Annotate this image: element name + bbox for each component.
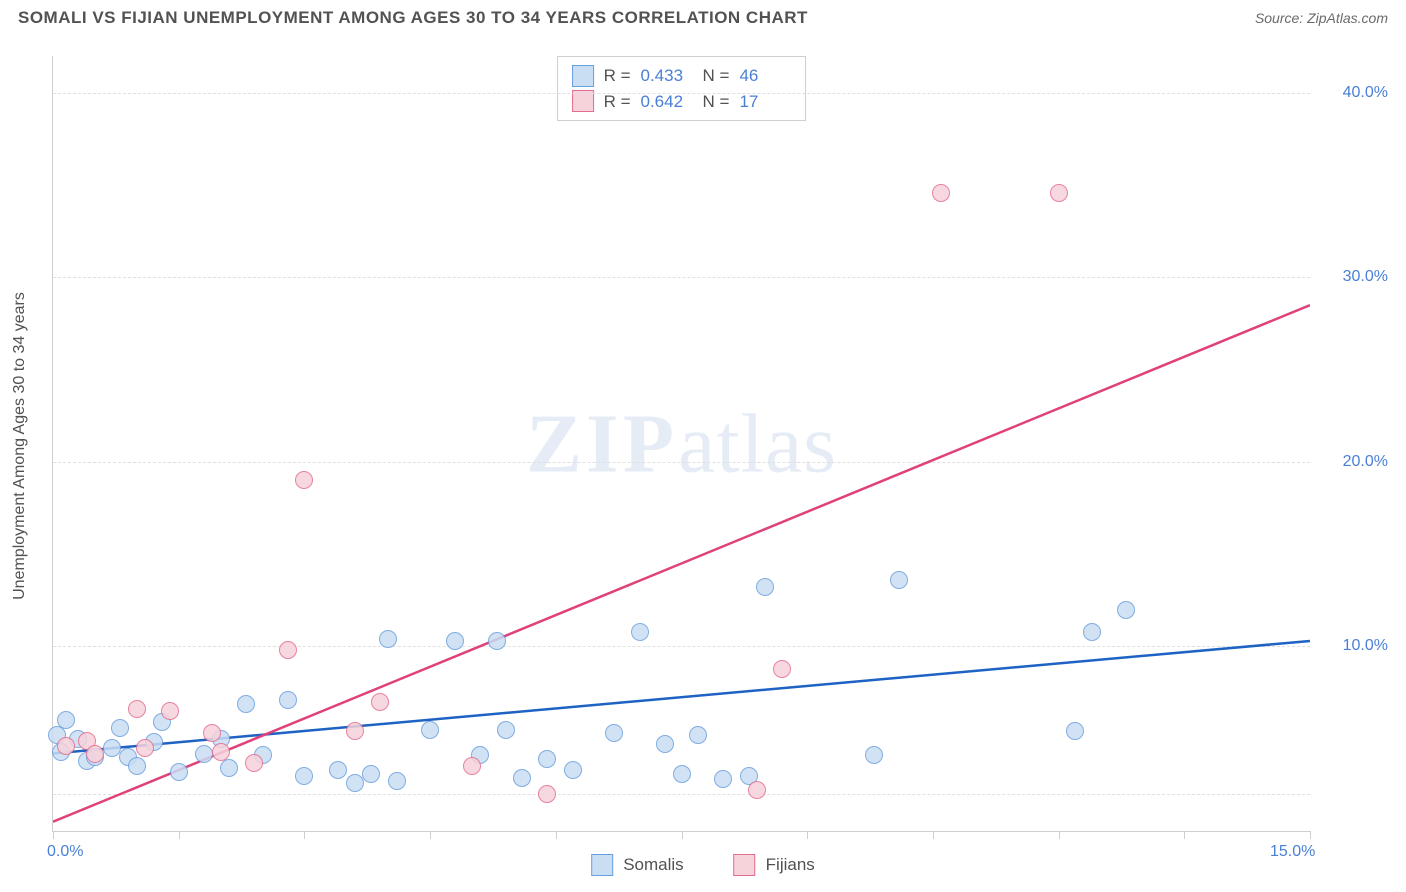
scatter-point-fijians [538, 785, 556, 803]
scatter-point-fijians [748, 781, 766, 799]
scatter-point-somalis [111, 719, 129, 737]
correlation-legend: R = 0.433 N = 46 R = 0.642 N = 17 [557, 56, 807, 121]
x-tick [179, 831, 180, 839]
gridline [53, 277, 1310, 278]
scatter-point-somalis [421, 721, 439, 739]
scatter-point-somalis [564, 761, 582, 779]
scatter-point-somalis [170, 763, 188, 781]
x-tick [1310, 831, 1311, 839]
y-tick-label: 20.0% [1343, 453, 1388, 471]
gridline [53, 462, 1310, 463]
scatter-point-somalis [497, 721, 515, 739]
scatter-point-fijians [245, 754, 263, 772]
scatter-point-somalis [890, 571, 908, 589]
scatter-point-fijians [57, 737, 75, 755]
scatter-point-somalis [388, 772, 406, 790]
scatter-point-fijians [932, 184, 950, 202]
scatter-point-somalis [446, 632, 464, 650]
scatter-point-somalis [605, 724, 623, 742]
legend-item-somalis: Somalis [591, 854, 683, 876]
x-tick [933, 831, 934, 839]
scatter-point-somalis [128, 757, 146, 775]
scatter-point-fijians [86, 745, 104, 763]
header: SOMALI VS FIJIAN UNEMPLOYMENT AMONG AGES… [0, 0, 1406, 38]
scatter-point-somalis [362, 765, 380, 783]
swatch-somalis-icon [591, 854, 613, 876]
scatter-point-somalis [656, 735, 674, 753]
x-tick [53, 831, 54, 839]
scatter-point-somalis [1066, 722, 1084, 740]
x-tick [1184, 831, 1185, 839]
chart-title: SOMALI VS FIJIAN UNEMPLOYMENT AMONG AGES… [18, 8, 808, 28]
x-tick [682, 831, 683, 839]
scatter-point-somalis [103, 739, 121, 757]
x-tick [807, 831, 808, 839]
scatter-point-somalis [329, 761, 347, 779]
scatter-point-somalis [379, 630, 397, 648]
x-tick [304, 831, 305, 839]
scatter-point-fijians [279, 641, 297, 659]
scatter-point-somalis [513, 769, 531, 787]
scatter-point-fijians [212, 743, 230, 761]
watermark: ZIPatlas [526, 395, 837, 492]
swatch-fijians-icon [734, 854, 756, 876]
scatter-point-fijians [773, 660, 791, 678]
scatter-point-somalis [1083, 623, 1101, 641]
x-tick-label: 0.0% [47, 843, 83, 861]
scatter-point-somalis [673, 765, 691, 783]
scatter-point-somalis [714, 770, 732, 788]
scatter-point-somalis [57, 711, 75, 729]
scatter-point-somalis [865, 746, 883, 764]
scatter-point-somalis [237, 695, 255, 713]
x-tick [1059, 831, 1060, 839]
x-tick [556, 831, 557, 839]
scatter-point-fijians [161, 702, 179, 720]
scatter-point-somalis [220, 759, 238, 777]
source-label: Source: ZipAtlas.com [1255, 10, 1388, 26]
scatter-point-fijians [371, 693, 389, 711]
trendlines [53, 56, 1310, 831]
scatter-point-somalis [195, 745, 213, 763]
scatter-point-somalis [631, 623, 649, 641]
scatter-point-fijians [1050, 184, 1068, 202]
y-tick-label: 10.0% [1343, 637, 1388, 655]
series-legend: Somalis Fijians [591, 854, 815, 876]
scatter-point-somalis [538, 750, 556, 768]
scatter-point-somalis [1117, 601, 1135, 619]
y-axis-title: Unemployment Among Ages 30 to 34 years [11, 292, 29, 600]
gridline [53, 646, 1310, 647]
scatter-point-fijians [346, 722, 364, 740]
y-tick-label: 40.0% [1343, 84, 1388, 102]
y-tick-label: 30.0% [1343, 268, 1388, 286]
scatter-point-fijians [136, 739, 154, 757]
x-tick [430, 831, 431, 839]
scatter-point-somalis [279, 691, 297, 709]
scatter-point-somalis [488, 632, 506, 650]
scatter-point-fijians [463, 757, 481, 775]
x-tick-label: 15.0% [1270, 843, 1315, 861]
gridline [53, 794, 1310, 795]
scatter-point-fijians [295, 471, 313, 489]
scatter-point-fijians [203, 724, 221, 742]
scatter-point-somalis [689, 726, 707, 744]
scatter-point-fijians [128, 700, 146, 718]
scatter-point-somalis [346, 774, 364, 792]
scatter-point-somalis [295, 767, 313, 785]
legend-row-somalis: R = 0.433 N = 46 [572, 63, 792, 89]
scatter-point-somalis [756, 578, 774, 596]
chart-plot-area: ZIPatlas R = 0.433 N = 46 R = 0.642 N = … [52, 56, 1310, 832]
legend-item-fijians: Fijians [734, 854, 815, 876]
swatch-somalis [572, 65, 594, 87]
gridline [53, 93, 1310, 94]
